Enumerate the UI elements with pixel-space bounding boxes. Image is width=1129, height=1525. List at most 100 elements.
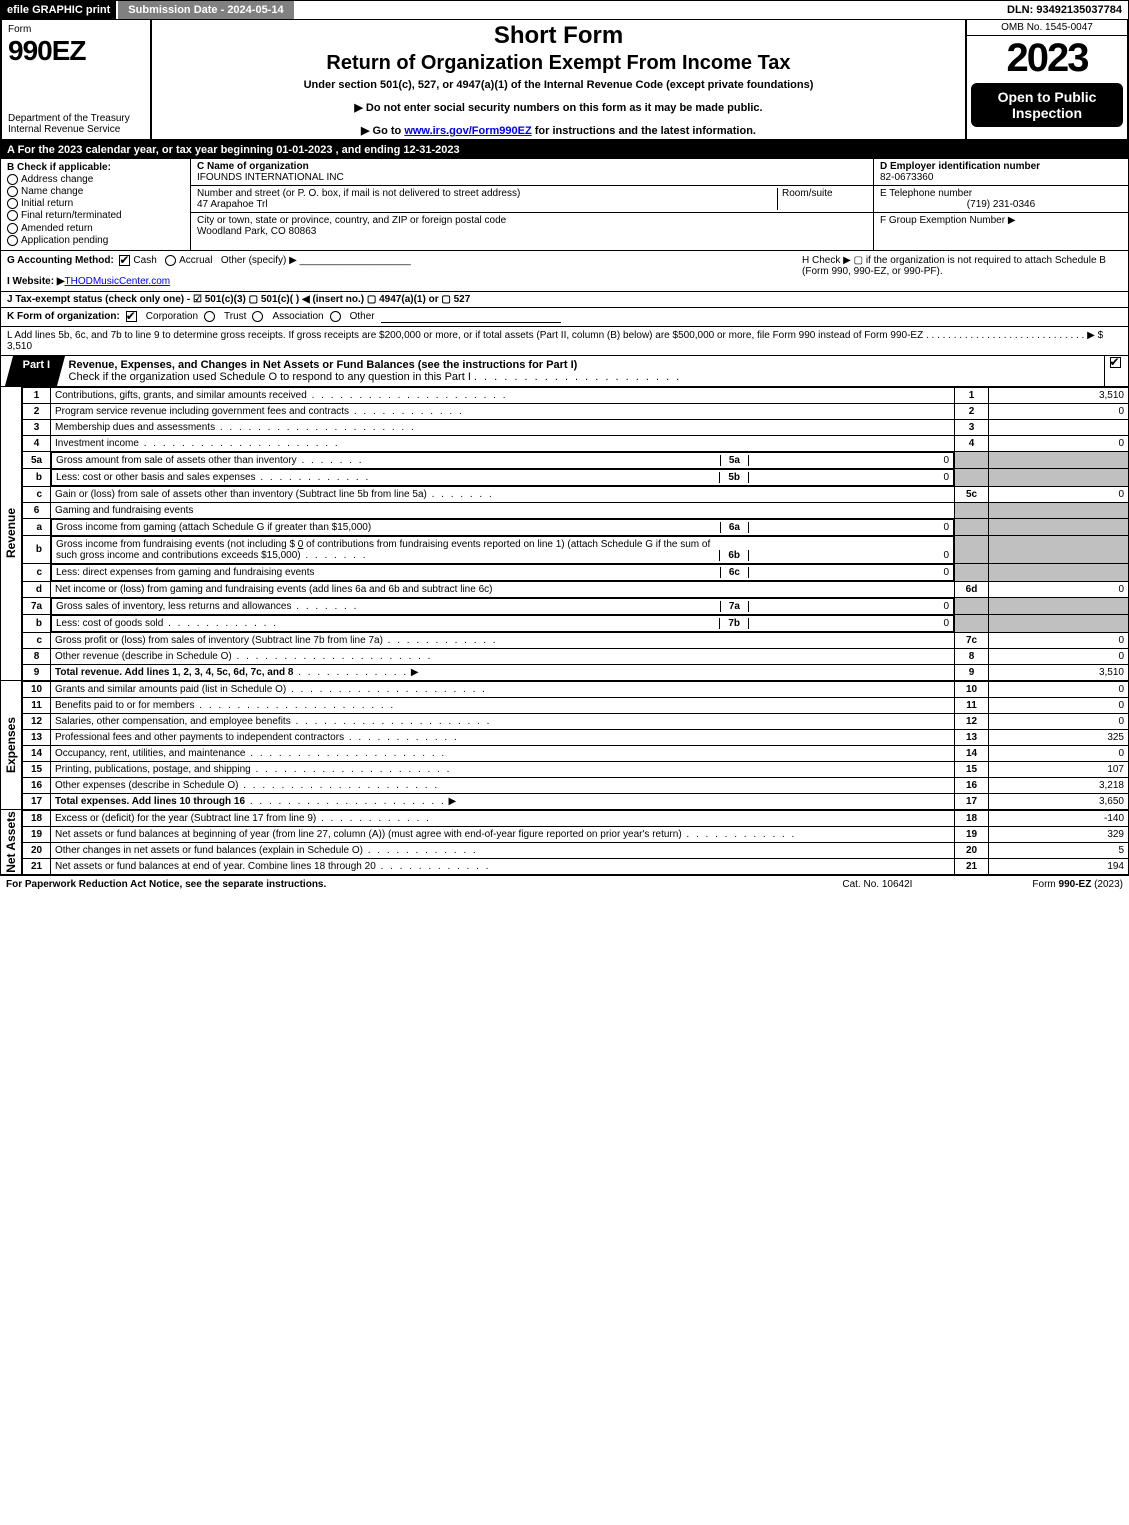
table-row: bGross income from fundraising events (n… xyxy=(23,536,1129,564)
table-row: 14Occupancy, rent, utilities, and mainte… xyxy=(23,745,1129,761)
accounting-method: G Accounting Method: Cash Accrual Other … xyxy=(7,255,802,287)
top-bar: efile GRAPHIC print Submission Date - 20… xyxy=(0,0,1129,20)
row-l-gross-receipts: L Add lines 5b, 6c, and 7b to line 9 to … xyxy=(0,327,1129,356)
org-name: IFOUNDS INTERNATIONAL INC xyxy=(197,172,867,183)
return-title: Return of Organization Exempt From Incom… xyxy=(158,52,959,75)
open-to-public-badge: Open to Public Inspection xyxy=(971,83,1123,127)
table-row: 10Grants and similar amounts paid (list … xyxy=(23,681,1129,697)
table-row: 3Membership dues and assessments3 xyxy=(23,419,1129,435)
expenses-table: 10Grants and similar amounts paid (list … xyxy=(22,681,1129,810)
header-right: OMB No. 1545-0047 2023 Open to Public In… xyxy=(967,20,1127,139)
section-c-nameaddr: C Name of organization IFOUNDS INTERNATI… xyxy=(191,159,873,250)
org-street: 47 Arapahoe Trl xyxy=(197,199,777,210)
net-assets-section: Net Assets 18Excess or (deficit) for the… xyxy=(0,810,1129,875)
org-city-row: City or town, state or province, country… xyxy=(191,213,873,239)
check-final-return[interactable]: Final return/terminated xyxy=(7,210,184,221)
org-name-row: C Name of organization IFOUNDS INTERNATI… xyxy=(191,159,873,186)
short-form-title: Short Form xyxy=(158,22,959,50)
ssn-note: ▶ Do not enter social security numbers o… xyxy=(158,101,959,114)
row-g-h: G Accounting Method: Cash Accrual Other … xyxy=(0,251,1129,292)
room-suite-label: Room/suite xyxy=(777,188,867,210)
check-address-change[interactable]: Address change xyxy=(7,174,184,185)
row-k-form-org: K Form of organization: Corporation Trus… xyxy=(0,308,1129,327)
revenue-section: Revenue 1Contributions, gifts, grants, a… xyxy=(0,387,1129,681)
submission-date: Submission Date - 2024-05-14 xyxy=(116,1,293,19)
efile-print-button[interactable]: efile GRAPHIC print xyxy=(1,1,116,19)
net-assets-side-label: Net Assets xyxy=(0,810,22,875)
form-id-footer: Form 990-EZ (2023) xyxy=(1032,879,1123,890)
check-accrual[interactable] xyxy=(165,255,176,266)
table-row: 18Excess or (deficit) for the year (Subt… xyxy=(23,810,1129,826)
form-header: Form 990EZ Department of the Treasury In… xyxy=(0,20,1129,141)
header-left: Form 990EZ Department of the Treasury In… xyxy=(2,20,152,139)
part-i-title: Revenue, Expenses, and Changes in Net As… xyxy=(61,356,1104,386)
table-row: 6Gaming and fundraising events xyxy=(23,502,1129,518)
part-i-header: Part I Revenue, Expenses, and Changes in… xyxy=(0,356,1129,387)
form-number: 990EZ xyxy=(8,35,144,67)
table-row: cGain or (loss) from sale of assets othe… xyxy=(23,486,1129,502)
page-footer: For Paperwork Reduction Act Notice, see … xyxy=(0,875,1129,893)
irs-link[interactable]: www.irs.gov/Form990EZ xyxy=(404,125,531,137)
ein-value: 82-0673360 xyxy=(880,172,1122,183)
check-amended-return[interactable]: Amended return xyxy=(7,223,184,234)
table-row: 15Printing, publications, postage, and s… xyxy=(23,761,1129,777)
check-association[interactable] xyxy=(252,311,263,322)
table-row: 2Program service revenue including gover… xyxy=(23,403,1129,419)
table-row: cLess: direct expenses from gaming and f… xyxy=(23,564,1129,582)
catalog-number: Cat. No. 10642I xyxy=(842,879,912,890)
paperwork-notice: For Paperwork Reduction Act Notice, see … xyxy=(6,879,326,890)
check-trust[interactable] xyxy=(204,311,215,322)
net-assets-table: 18Excess or (deficit) for the year (Subt… xyxy=(22,810,1129,875)
revenue-side-label: Revenue xyxy=(0,387,22,681)
table-row: 9Total revenue. Add lines 1, 2, 3, 4, 5c… xyxy=(23,664,1129,680)
check-other[interactable] xyxy=(330,311,341,322)
section-def: D Employer identification number 82-0673… xyxy=(873,159,1128,250)
section-d-ein: D Employer identification number 82-0673… xyxy=(874,159,1128,186)
org-addr-row: Number and street (or P. O. box, if mail… xyxy=(191,186,873,213)
table-row: 8Other revenue (describe in Schedule O)8… xyxy=(23,648,1129,664)
table-row: 13Professional fees and other payments t… xyxy=(23,729,1129,745)
check-cash[interactable] xyxy=(119,255,130,266)
table-row: 17Total expenses. Add lines 10 through 1… xyxy=(23,793,1129,809)
check-corporation[interactable] xyxy=(126,311,137,322)
table-row: 12Salaries, other compensation, and empl… xyxy=(23,713,1129,729)
table-row: 5aGross amount from sale of assets other… xyxy=(23,451,1129,469)
header-center: Short Form Return of Organization Exempt… xyxy=(152,20,967,139)
row-j-tax-exempt: J Tax-exempt status (check only one) - ☑… xyxy=(0,292,1129,308)
table-row: bLess: cost of goods sold7b0 xyxy=(23,615,1129,633)
expenses-side-label: Expenses xyxy=(0,681,22,810)
table-row: 4Investment income40 xyxy=(23,435,1129,451)
goto-note: ▶ Go to www.irs.gov/Form990EZ for instru… xyxy=(158,124,959,137)
table-row: 11Benefits paid to or for members110 xyxy=(23,697,1129,713)
website-link[interactable]: THODMusicCenter.com xyxy=(65,276,171,287)
line-a-calendar: A For the 2023 calendar year, or tax yea… xyxy=(0,141,1129,159)
table-row: cGross profit or (loss) from sales of in… xyxy=(23,632,1129,648)
table-row: 20Other changes in net assets or fund ba… xyxy=(23,842,1129,858)
part-i-tab: Part I xyxy=(5,356,65,386)
table-row: 19Net assets or fund balances at beginni… xyxy=(23,826,1129,842)
row-i-website: I Website: ▶THODMusicCenter.com xyxy=(7,276,802,287)
department-label: Department of the Treasury Internal Reve… xyxy=(8,113,144,135)
section-f-group: F Group Exemption Number ▶ xyxy=(874,213,1128,250)
check-application-pending[interactable]: Application pending xyxy=(7,235,184,246)
table-row: dNet income or (loss) from gaming and fu… xyxy=(23,581,1129,597)
phone-value: (719) 231-0346 xyxy=(880,199,1122,210)
dln-number: DLN: 93492135037784 xyxy=(1001,1,1128,19)
form-word: Form xyxy=(8,24,144,35)
table-row: aGross income from gaming (attach Schedu… xyxy=(23,518,1129,536)
row-h-schedule-b: H Check ▶ ▢ if the organization is not r… xyxy=(802,255,1122,287)
org-city: Woodland Park, CO 80863 xyxy=(197,226,867,237)
check-schedule-o[interactable] xyxy=(1110,357,1121,368)
omb-number: OMB No. 1545-0047 xyxy=(967,20,1127,36)
table-row: 16Other expenses (describe in Schedule O… xyxy=(23,777,1129,793)
section-b-label: B Check if applicable: xyxy=(7,162,184,173)
section-b-checkboxes: B Check if applicable: Address change Na… xyxy=(1,159,191,250)
table-row: bLess: cost or other basis and sales exp… xyxy=(23,469,1129,487)
table-row: 21Net assets or fund balances at end of … xyxy=(23,858,1129,874)
section-b-to-f: B Check if applicable: Address change Na… xyxy=(0,159,1129,251)
tax-year: 2023 xyxy=(967,36,1127,81)
check-initial-return[interactable]: Initial return xyxy=(7,198,184,209)
table-row: 1Contributions, gifts, grants, and simil… xyxy=(23,387,1129,403)
table-row: 7aGross sales of inventory, less returns… xyxy=(23,597,1129,615)
check-name-change[interactable]: Name change xyxy=(7,186,184,197)
